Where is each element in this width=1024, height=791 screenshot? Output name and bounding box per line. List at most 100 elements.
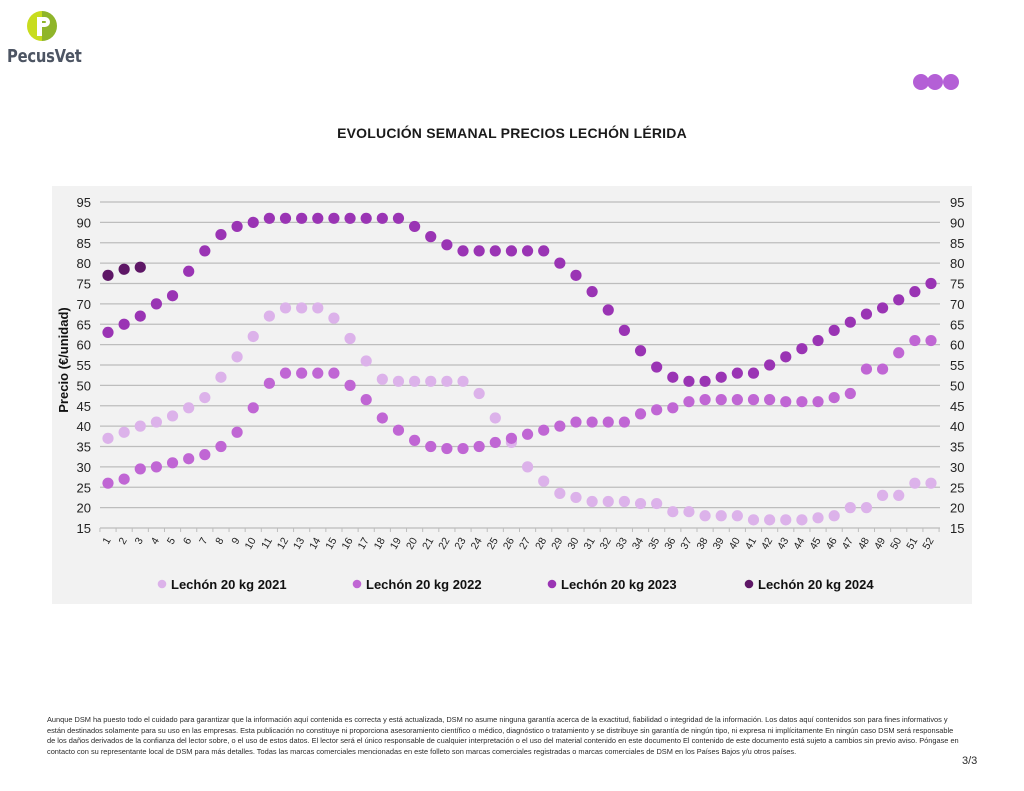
data-point — [618, 324, 630, 336]
data-point — [296, 302, 308, 314]
data-point — [715, 510, 727, 522]
legend-marker — [744, 579, 754, 589]
y-tick-label-right: 85 — [950, 236, 964, 251]
data-point — [699, 510, 711, 522]
data-point — [457, 375, 469, 387]
data-point — [554, 257, 566, 269]
y-tick-label-left: 50 — [77, 378, 91, 393]
data-point — [199, 245, 211, 257]
data-point — [812, 334, 824, 347]
data-point — [279, 302, 292, 314]
data-point — [780, 351, 792, 363]
y-tick-label-right: 55 — [950, 358, 964, 373]
data-point — [118, 426, 130, 438]
x-tick-label: 17 — [356, 535, 372, 551]
data-point — [344, 332, 356, 345]
x-tick-label: 48 — [856, 535, 872, 551]
data-point — [747, 394, 760, 406]
logo-mark-icon — [27, 11, 57, 41]
data-point — [425, 231, 437, 243]
data-point — [860, 502, 873, 514]
data-point — [909, 334, 921, 347]
data-point — [409, 375, 421, 387]
data-point — [441, 442, 453, 455]
chart-title: EVOLUCIÓN SEMANAL PRECIOS LECHÓN LÉRIDA — [337, 125, 687, 141]
x-tick-label: 7 — [197, 535, 210, 546]
y-tick-label-right: 90 — [950, 215, 964, 230]
data-point — [199, 392, 211, 404]
data-point — [764, 514, 776, 526]
logo-text: PecusVet — [7, 46, 82, 67]
data-point — [102, 432, 114, 444]
data-point — [505, 245, 518, 257]
data-point — [602, 416, 614, 428]
data-point — [780, 514, 792, 526]
data-point — [118, 318, 130, 330]
x-tick-label: 41 — [743, 535, 759, 551]
data-point — [344, 212, 356, 224]
x-tick-label: 47 — [840, 535, 856, 551]
x-tick-label: 28 — [533, 535, 549, 551]
data-point — [215, 440, 227, 453]
data-point — [134, 420, 146, 432]
data-point — [425, 375, 437, 387]
data-point — [828, 324, 840, 336]
data-point — [183, 402, 195, 414]
data-point — [392, 424, 405, 436]
legend-label: Lechón 20 kg 2022 — [366, 577, 482, 592]
x-tick-label: 1 — [100, 535, 113, 546]
x-tick-label: 10 — [243, 535, 259, 551]
data-point — [328, 312, 340, 324]
data-point — [876, 489, 889, 501]
x-tick-label: 26 — [501, 535, 517, 551]
y-tick-label-left: 40 — [77, 419, 91, 434]
data-point — [618, 495, 630, 508]
data-point — [247, 216, 259, 228]
x-tick-label: 39 — [711, 535, 727, 551]
x-tick-label: 27 — [517, 535, 533, 551]
x-tick-label: 15 — [323, 535, 339, 551]
series-2 — [102, 334, 937, 489]
data-point — [134, 310, 146, 322]
data-point — [279, 212, 292, 224]
y-tick-label-left: 20 — [77, 501, 91, 516]
decorative-dots-icon — [913, 74, 959, 90]
data-point — [376, 373, 388, 385]
data-point — [667, 506, 679, 518]
data-point — [812, 512, 824, 524]
data-point — [166, 290, 179, 302]
data-point — [747, 367, 760, 379]
data-point — [667, 371, 679, 383]
data-point — [570, 269, 582, 281]
data-point — [683, 375, 695, 387]
data-point — [489, 245, 501, 257]
y-tick-label-right: 75 — [950, 277, 964, 292]
data-point — [844, 387, 856, 400]
data-point — [489, 436, 501, 449]
x-tick-label: 19 — [388, 535, 404, 551]
x-tick-label: 49 — [872, 535, 888, 551]
chart-panel: 95 95 90 90 85 85 80 80 75 75 70 70 65 65 60 60 55 55 50 50… — [52, 186, 972, 604]
x-tick-label: 35 — [646, 535, 662, 551]
x-tick-label: 21 — [420, 535, 436, 551]
x-tick-label: 23 — [452, 535, 468, 551]
x-tick-label: 3 — [133, 535, 146, 546]
data-point — [328, 212, 340, 224]
x-tick-label: 45 — [807, 535, 823, 551]
data-point — [166, 410, 179, 422]
y-tick-label-left: 55 — [77, 358, 91, 373]
legend-item: Lechón 20 kg 2021 — [157, 577, 287, 592]
series-4 — [102, 261, 146, 281]
x-tick-label: 40 — [727, 535, 743, 551]
data-point — [699, 394, 711, 406]
x-tick-label: 22 — [436, 535, 452, 551]
legend-item: Lechón 20 kg 2024 — [744, 577, 874, 592]
y-tick-label-right: 15 — [950, 521, 964, 536]
x-tick-label: 24 — [469, 535, 485, 551]
y-tick-label-right: 45 — [950, 399, 964, 414]
x-tick-label: 20 — [404, 535, 420, 551]
data-point — [925, 277, 937, 290]
data-point — [925, 334, 937, 347]
y-tick-label-right: 60 — [950, 338, 964, 353]
x-tick-label: 9 — [229, 535, 242, 546]
